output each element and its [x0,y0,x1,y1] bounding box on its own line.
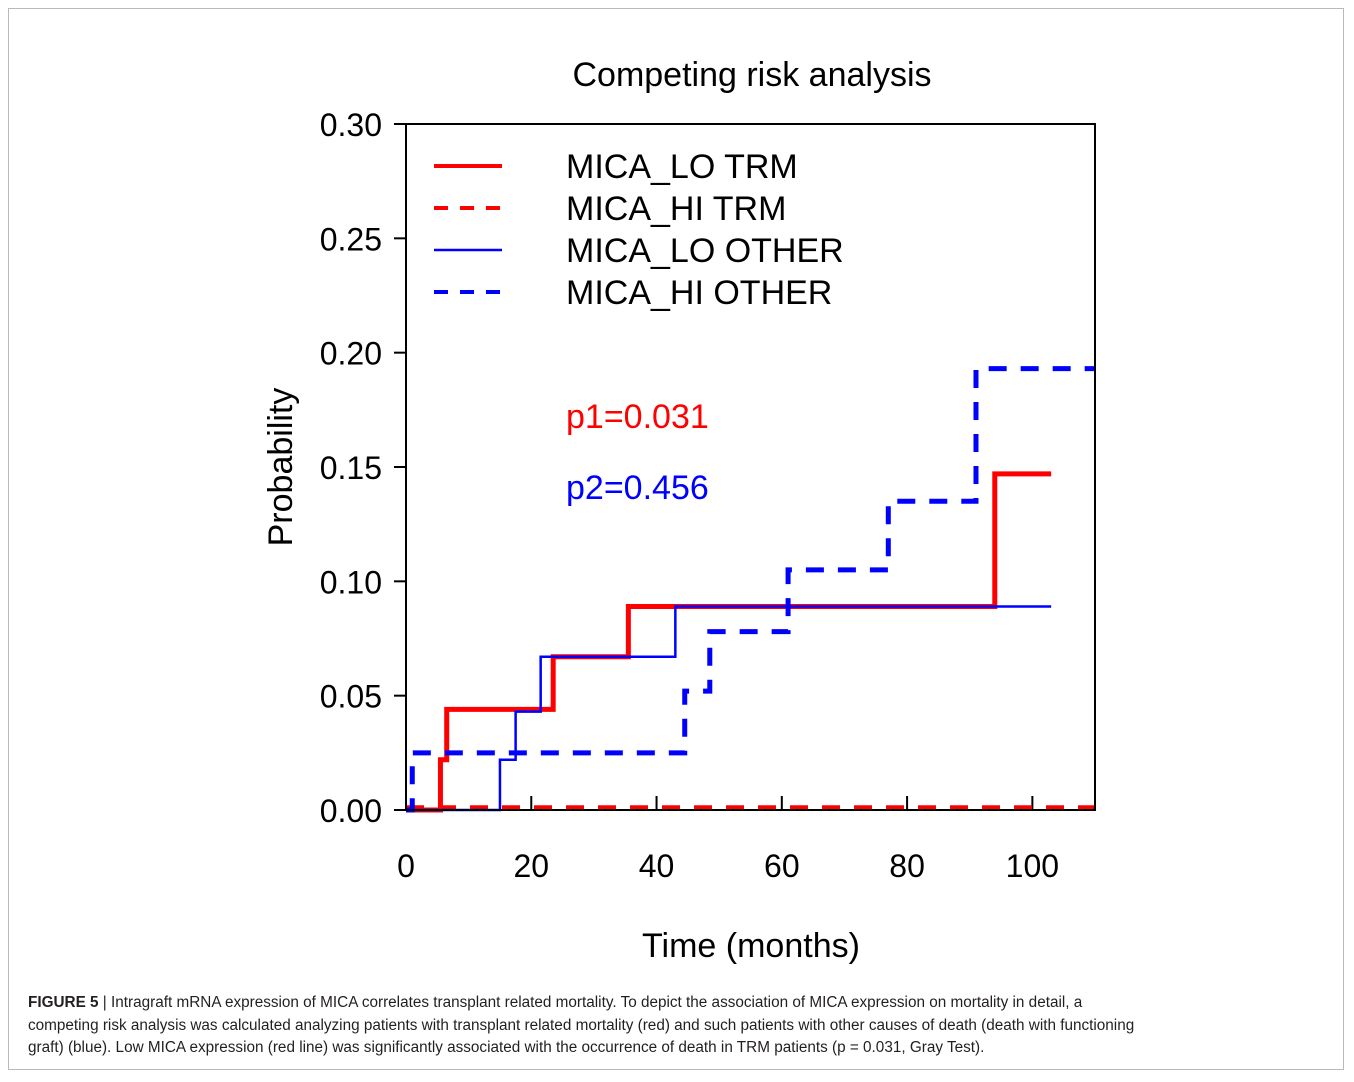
y-tick-label: 0.10 [320,564,382,600]
x-tick-label: 100 [1006,848,1059,884]
caption-line-2: competing risk analysis was calculated a… [28,1016,1135,1034]
series-layer [406,366,1095,813]
x-tick-label: 20 [513,848,549,884]
legend-label: MICA_HI TRM [566,190,786,228]
caption-separator: | [98,994,112,1011]
legend-label: MICA_HI OTHER [566,274,832,312]
p-value-label: p1=0.031 [566,398,709,436]
y-tick-label: 0.00 [320,793,382,829]
legend-label: MICA_LO TRM [566,148,798,186]
plot-area-border [405,123,1096,811]
figure-caption: FIGURE 5 | Intragraft mRNA expression of… [28,992,1328,1060]
y-axis-label: Probability [262,388,300,547]
x-tick-label: 0 [397,848,415,884]
y-tick-label: 0.20 [320,336,382,372]
x-axis-label: Time (months) [642,927,860,965]
x-tick-label: 40 [639,848,675,884]
series-line-3 [406,366,1095,813]
competing-risk-chart: Competing risk analysis Probability Time… [262,56,1096,965]
series-line-2 [406,605,1052,812]
x-tick-label: 60 [764,848,800,884]
series-line-0 [406,471,1052,813]
caption-line-3: graft) (blue). Low MICA expression (red … [28,1039,985,1056]
caption-line-1: Intragraft mRNA expression of MICA corre… [111,994,1083,1011]
x-tick-label: 80 [889,848,925,884]
axis-ticks: 0.00 0.05 0.10 0.15 0.20 0.25 0.30 0 20 40 60 80 100 [320,107,1059,884]
y-tick-label: 0.05 [320,679,382,715]
y-tick-label: 0.15 [320,450,382,486]
chart-title: Competing risk analysis [572,56,931,94]
legend-label: MICA_LO OTHER [566,232,844,270]
p-value-label: p2=0.456 [566,469,709,507]
p-value-annotations: p1=0.031 p2=0.456 [566,398,709,507]
caption-label: FIGURE 5 [28,994,99,1011]
figure-frame [8,8,1344,1070]
legend: MICA_LO TRM MICA_HI TRM MICA_LO OTHER MICA_… [434,148,844,312]
y-tick-label: 0.30 [320,107,382,143]
y-tick-label: 0.25 [320,221,382,257]
